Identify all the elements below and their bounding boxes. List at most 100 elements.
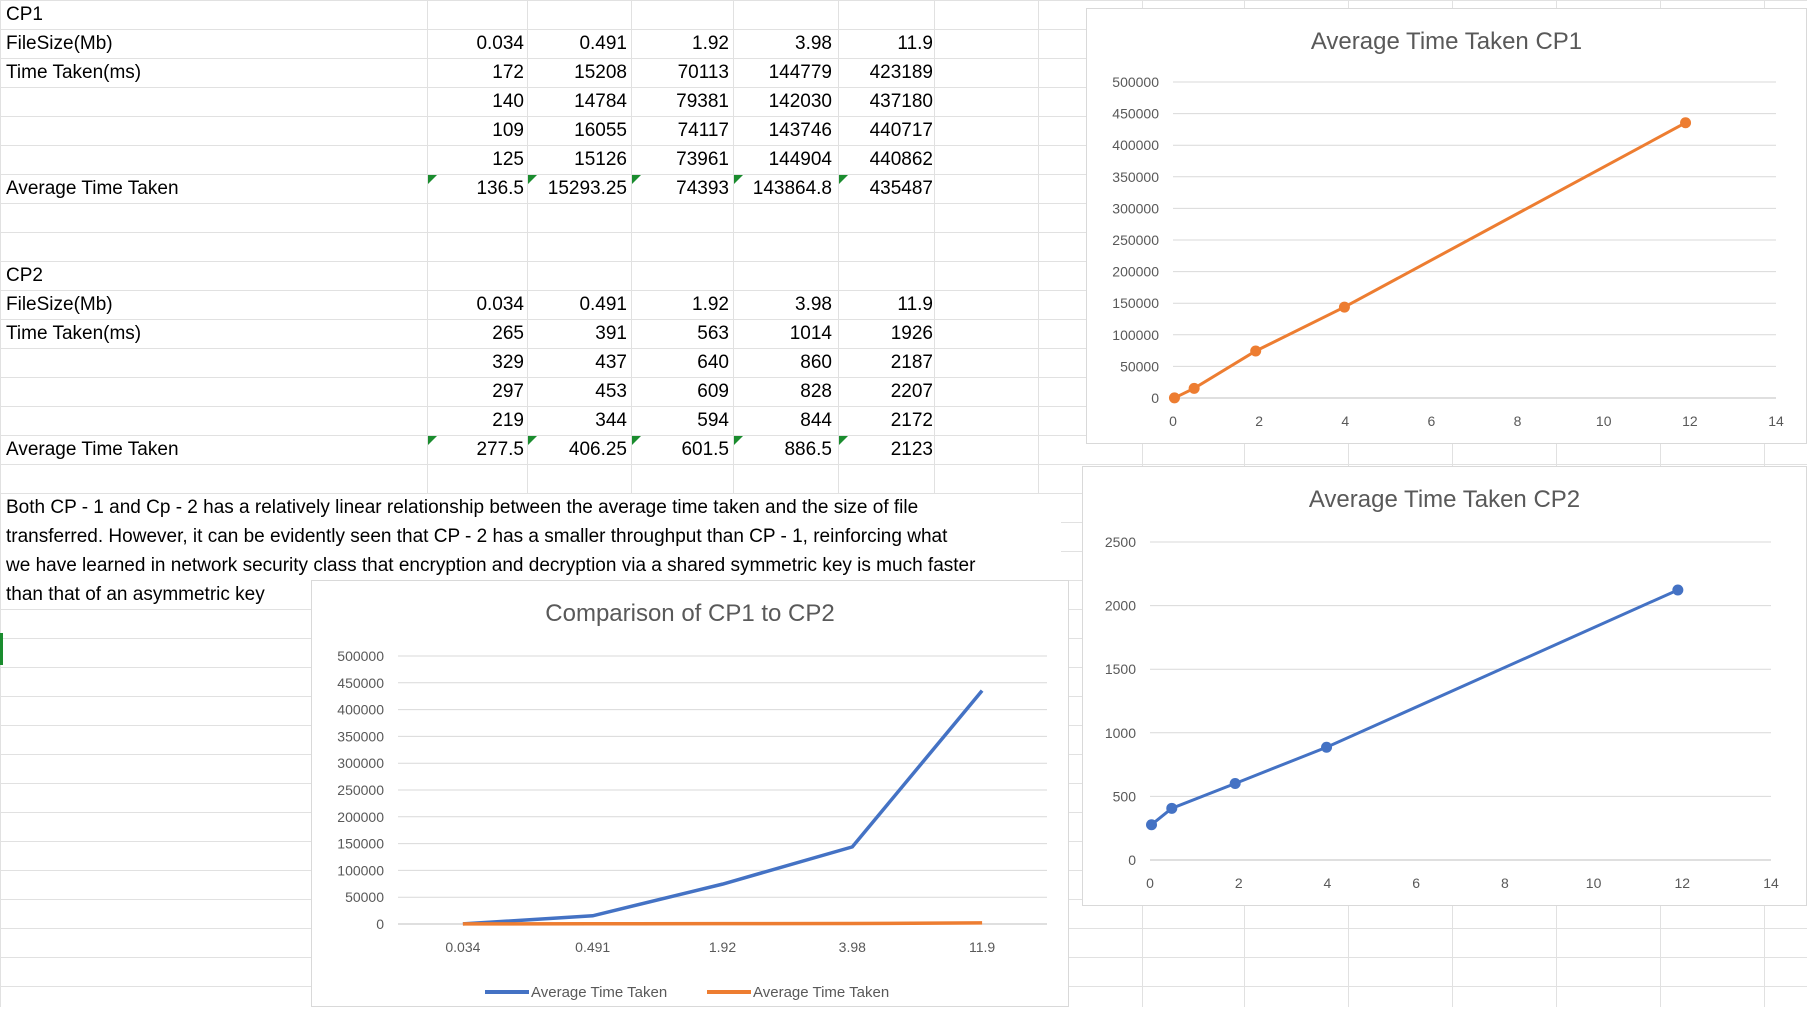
y-tick-label: 150000 <box>337 836 384 852</box>
conclusion-line: than that of an asymmetric key <box>6 584 265 605</box>
number-as-text-flag-icon <box>428 175 437 184</box>
cp1-avg-label: Average Time Taken <box>6 178 179 199</box>
x-tick-label: 12 <box>1682 413 1698 429</box>
cp2-time-value: 2207 <box>890 381 933 402</box>
series-line <box>462 689 984 926</box>
cp2-time-value: 860 <box>800 352 832 373</box>
x-tick-label: 14 <box>1768 413 1784 429</box>
chart-title: Comparison of CP1 to CP2 <box>545 600 834 627</box>
x-tick-label: 6 <box>1428 413 1436 429</box>
chart-2-svg: Comparison of CP1 to CP2 0 50000 100000 1500… <box>337 600 1047 1001</box>
cp1-time-value: 142030 <box>768 91 832 112</box>
y-tick-label: 1500 <box>1105 661 1136 677</box>
y-tick-label: 50000 <box>1120 358 1159 374</box>
y-tick-label: 300000 <box>337 755 384 771</box>
cp2-label: CP2 <box>6 265 43 286</box>
cp1-avg-value: 435487 <box>869 178 933 199</box>
number-as-text-flag-icon <box>839 436 848 445</box>
cp2-time-value: 437 <box>595 352 627 373</box>
y-tick-label: 250000 <box>1112 232 1159 248</box>
cp2-avg-value: 406.25 <box>568 439 627 460</box>
cp1-time-value: 70113 <box>677 62 729 83</box>
cp1-time-value: 73961 <box>676 149 729 170</box>
chart-cp2[interactable]: Average Time Taken CP2 0 500 1000 1500 2000 25… <box>1082 466 1807 906</box>
active-cell-indicator <box>0 633 3 665</box>
cp2-avg-value: 886.5 <box>784 439 832 460</box>
x-tick-label: 8 <box>1501 875 1509 891</box>
cp1-time-value: 440717 <box>869 120 933 141</box>
cp2-time-value: 609 <box>697 381 729 402</box>
number-as-text-flag-icon <box>839 175 848 184</box>
x-tick-label: 10 <box>1586 875 1602 891</box>
x-tick-label: 0 <box>1146 875 1154 891</box>
cp2-time-value: 844 <box>800 410 832 431</box>
cp2-filesize-value: 0.034 <box>476 294 524 315</box>
conclusion-line: transferred. However, it can be evidentl… <box>6 526 948 547</box>
cp2-filesize-value: 3.98 <box>795 294 832 315</box>
y-tick-label: 0 <box>376 916 384 932</box>
conclusion-line: we have learned in network security clas… <box>6 555 976 576</box>
y-tick-label: 400000 <box>1112 137 1159 153</box>
cp1-avg-value: 143864.8 <box>752 178 832 199</box>
cp1-time-value: 14784 <box>574 91 627 112</box>
data-point <box>1146 819 1158 831</box>
x-tick-label: 4 <box>1341 413 1349 429</box>
data-point <box>1338 301 1350 313</box>
cp1-time-value: 144779 <box>768 62 832 83</box>
y-tick-label: 300000 <box>1112 200 1159 216</box>
data-point <box>1168 392 1180 404</box>
cp2-time-value: 391 <box>595 323 627 344</box>
y-tick-label: 500 <box>1113 788 1137 804</box>
chart-1-svg: Average Time Taken CP2 0 500 1000 1500 2000 25… <box>1105 486 1779 891</box>
y-tick-label: 450000 <box>1112 106 1159 122</box>
chart-0-svg: Average Time Taken CP1 0 50000 100000 150000… <box>1112 28 1784 429</box>
cp1-avg-value: 15293.25 <box>547 178 627 199</box>
cp2-time-label: Time Taken(ms) <box>6 323 142 344</box>
cp2-time-value: 219 <box>492 410 524 431</box>
y-tick-label: 150000 <box>1112 295 1159 311</box>
series-line <box>1150 588 1679 826</box>
data-point <box>1680 117 1692 129</box>
cp2-avg-value: 601.5 <box>681 439 729 460</box>
chart-comparison[interactable]: Comparison of CP1 to CP2 0 50000 100000 1500… <box>311 580 1069 1007</box>
x-tick-label: 12 <box>1674 875 1690 891</box>
x-tick-label: 8 <box>1514 413 1522 429</box>
y-tick-label: 350000 <box>337 728 384 744</box>
number-as-text-flag-icon <box>734 436 743 445</box>
data-point <box>1229 777 1241 789</box>
cp2-filesize-value: 11.9 <box>897 294 933 315</box>
cp1-time-value: 15208 <box>574 62 627 83</box>
cp1-filesize-label: FileSize(Mb) <box>6 33 113 54</box>
y-tick-label: 2500 <box>1105 534 1136 550</box>
cp1-time-value: 125 <box>492 149 524 170</box>
cp2-filesize-value: 1.92 <box>692 294 729 315</box>
y-tick-label: 500000 <box>337 648 384 664</box>
cp2-avg-label: Average Time Taken <box>6 439 179 460</box>
cp2-time-value: 2187 <box>890 352 933 373</box>
x-tick-label: 3.98 <box>839 939 866 955</box>
y-tick-label: 350000 <box>1112 169 1159 185</box>
cp2-time-value: 453 <box>595 381 627 402</box>
y-tick-label: 0 <box>1128 852 1136 868</box>
data-point <box>1188 382 1200 394</box>
cp1-avg-value: 136.5 <box>476 178 524 199</box>
cp2-filesize-value: 0.491 <box>579 294 627 315</box>
x-tick-label: 0.491 <box>575 939 610 955</box>
cp2-time-value: 640 <box>697 352 729 373</box>
number-as-text-flag-icon <box>528 175 537 184</box>
cp2-time-value: 1014 <box>789 323 832 344</box>
cp1-time-value: 437180 <box>869 91 933 112</box>
x-tick-label: 2 <box>1255 413 1263 429</box>
cp2-time-value: 297 <box>492 381 524 402</box>
y-tick-label: 1000 <box>1105 725 1136 741</box>
y-tick-label: 0 <box>1151 390 1159 406</box>
chart-cp1[interactable]: Average Time Taken CP1 0 50000 100000 150000… <box>1086 8 1807 444</box>
x-tick-label: 10 <box>1596 413 1612 429</box>
cp2-time-value: 563 <box>697 323 729 344</box>
data-point <box>1672 584 1684 596</box>
cp1-time-label: Time Taken(ms) <box>6 62 142 83</box>
y-tick-label: 400000 <box>337 702 384 718</box>
data-point <box>1250 345 1262 357</box>
number-as-text-flag-icon <box>632 175 641 184</box>
